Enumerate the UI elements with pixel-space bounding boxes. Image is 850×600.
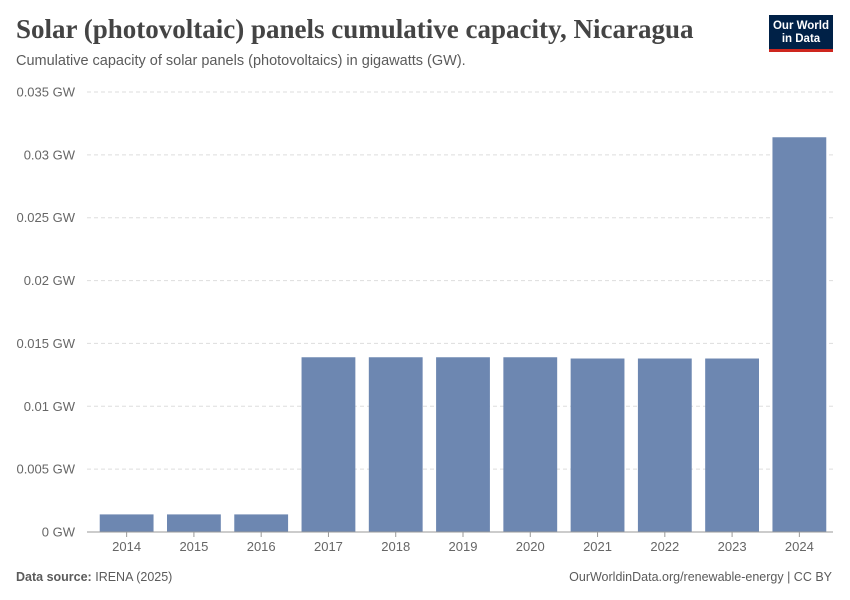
- data-source: Data source: IRENA (2025): [16, 570, 172, 584]
- x-tick-label: 2022: [650, 539, 679, 554]
- y-tick-label: 0.03 GW: [24, 147, 76, 162]
- y-tick-label: 0.025 GW: [16, 210, 75, 225]
- logo-line-2: in Data: [781, 33, 821, 45]
- bar: [234, 514, 289, 532]
- bar: [368, 357, 423, 532]
- y-tick-label: 0.02 GW: [24, 273, 76, 288]
- data-source-link[interactable]: IRENA (2025): [95, 570, 173, 584]
- x-tick-label: 2020: [516, 539, 545, 554]
- x-tick-label: 2017: [314, 539, 343, 554]
- x-tick-label: 2024: [785, 539, 814, 554]
- y-tick-label: 0 GW: [42, 525, 76, 540]
- x-tick-label: 2016: [247, 539, 276, 554]
- bar: [436, 357, 490, 532]
- x-tick-label: 2014: [112, 539, 141, 554]
- bar: [772, 137, 827, 532]
- y-tick-label: 0.01 GW: [24, 399, 76, 414]
- attribution-link[interactable]: OurWorldinData.org/renewable-energy | CC…: [569, 570, 832, 584]
- bar: [99, 514, 154, 532]
- owid-logo[interactable]: Our World in Data: [769, 15, 833, 52]
- x-tick-label: 2023: [718, 539, 747, 554]
- bar: [570, 358, 625, 532]
- x-tick-label: 2019: [449, 539, 478, 554]
- logo-line-1: Our World: [772, 20, 829, 32]
- chart-subtitle: Cumulative capacity of solar panels (pho…: [16, 53, 466, 69]
- x-tick-label: 2015: [179, 539, 208, 554]
- bar: [503, 357, 558, 532]
- bar: [637, 358, 692, 532]
- y-tick-label: 0.005 GW: [16, 462, 75, 477]
- y-tick-label: 0.035 GW: [16, 85, 75, 100]
- chart-title: Solar (photovoltaic) panels cumulative c…: [16, 14, 694, 44]
- x-tick-label: 2021: [583, 539, 612, 554]
- y-tick-label: 0.015 GW: [16, 336, 75, 351]
- x-tick-label: 2018: [381, 539, 410, 554]
- bar: [167, 514, 221, 532]
- bar: [705, 358, 759, 532]
- data-source-label: Data source:: [16, 570, 92, 584]
- bar: [301, 357, 356, 532]
